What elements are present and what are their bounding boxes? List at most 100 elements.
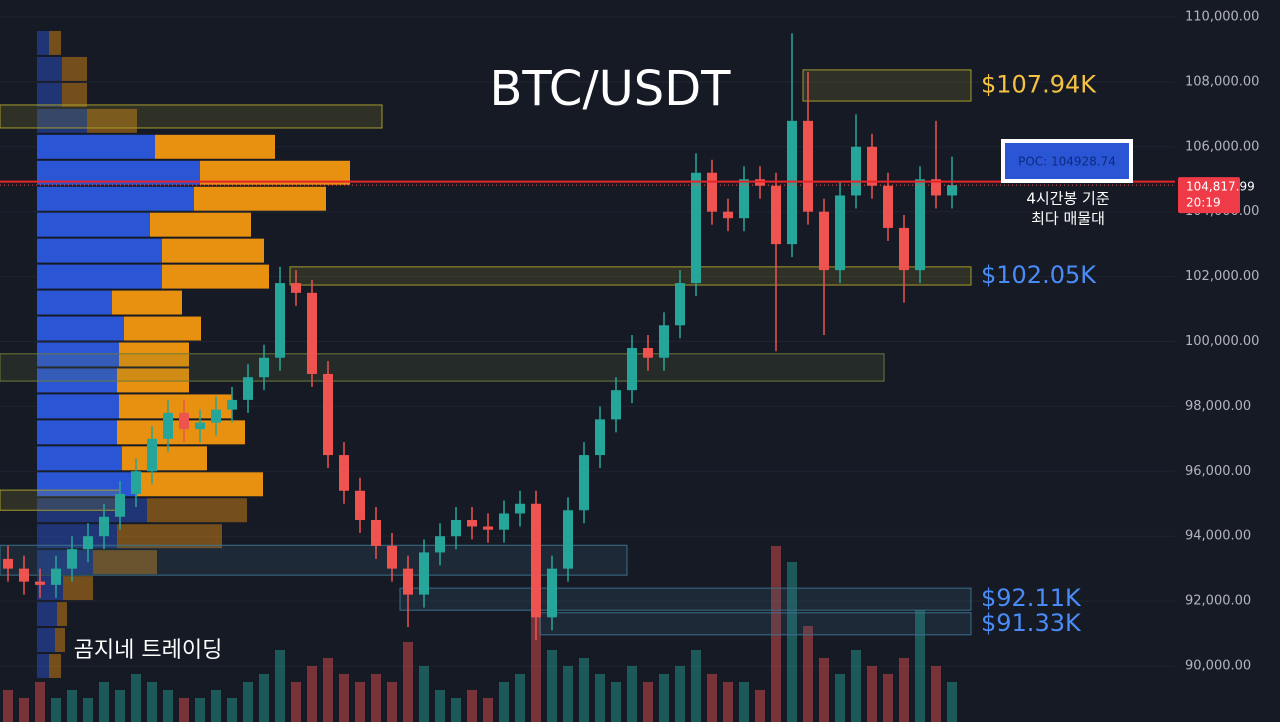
volume-bar	[531, 578, 541, 722]
candle-body	[547, 568, 557, 618]
zone	[0, 353, 885, 382]
profile-sell	[150, 212, 251, 237]
candle-body	[387, 545, 397, 569]
volume-bar	[355, 682, 365, 722]
candle-body	[803, 120, 813, 212]
candle-body	[179, 412, 189, 430]
profile-buy	[37, 160, 200, 185]
candle-body	[867, 146, 877, 186]
volume-bar	[467, 690, 477, 722]
volume-bar	[547, 650, 557, 722]
chart-title: BTC/USDT	[489, 61, 731, 117]
volume-bar	[275, 650, 285, 722]
profile-buy	[37, 212, 150, 237]
profile-buy	[37, 420, 117, 445]
zone	[539, 612, 972, 636]
volume-bar	[707, 674, 717, 722]
profile-sell	[62, 56, 87, 81]
y-tick-label: 96,000.00	[1185, 464, 1251, 479]
candle-body	[915, 179, 925, 271]
y-tick-label: 100,000.00	[1185, 334, 1259, 349]
profile-buy	[37, 134, 155, 159]
profile-sell	[117, 420, 245, 445]
candle-body	[323, 373, 333, 456]
volume-bar	[627, 666, 637, 722]
candle-body	[67, 549, 77, 569]
candle-body	[707, 172, 717, 212]
volume-bar	[83, 698, 93, 722]
candle-body	[355, 490, 365, 520]
candle-body	[227, 399, 237, 410]
profile-buy	[37, 108, 87, 133]
zone	[289, 266, 972, 286]
volume-bar	[387, 682, 397, 722]
candle-body	[339, 455, 349, 491]
volume-bar	[243, 682, 253, 722]
volume-bar	[675, 666, 685, 722]
profile-buy	[37, 186, 194, 211]
volume-bar	[595, 674, 605, 722]
candle-body	[435, 536, 445, 553]
candle-body	[771, 185, 781, 245]
volume-bar	[403, 642, 413, 722]
candle-body	[643, 347, 653, 358]
volume-bar	[947, 682, 957, 722]
profile-sell	[124, 316, 201, 341]
volume-bar	[851, 650, 861, 722]
volume-bar	[723, 682, 733, 722]
profile-sell	[112, 290, 182, 315]
volume-bar	[227, 698, 237, 722]
candle-body	[515, 503, 525, 514]
volume-bar	[371, 674, 381, 722]
poc-label: POC: 104928.74	[1018, 155, 1116, 169]
zone	[802, 69, 972, 102]
candle-body	[835, 195, 845, 271]
profile-buy	[37, 82, 62, 107]
candle-body	[627, 347, 637, 391]
volume-bar	[835, 674, 845, 722]
zone	[399, 587, 972, 611]
volume-bar	[899, 658, 909, 722]
candle-body	[563, 510, 573, 569]
y-tick-label: 98,000.00	[1185, 399, 1251, 414]
profile-buy	[37, 368, 117, 393]
profile-buy	[37, 238, 162, 263]
candle-body	[371, 519, 381, 546]
candle-body	[3, 558, 13, 569]
watermark: 곰지네 트레이딩	[74, 638, 223, 663]
volume-bar	[499, 682, 509, 722]
candle-body	[739, 179, 749, 219]
volume-bar	[451, 698, 461, 722]
profile-sell	[49, 654, 61, 678]
price-tag	[1178, 177, 1240, 214]
candle-body	[883, 185, 893, 228]
profile-buy	[37, 56, 62, 81]
volume-bar	[35, 682, 45, 722]
y-tick-label: 94,000.00	[1185, 529, 1251, 544]
volume-bar	[163, 690, 173, 722]
candle-body	[211, 409, 221, 423]
candle-body	[451, 519, 461, 537]
profile-sell	[87, 108, 137, 133]
profile-sell	[49, 30, 61, 55]
zone	[0, 489, 121, 511]
candle-body	[723, 211, 733, 219]
zone	[0, 104, 383, 129]
candle-body	[579, 455, 589, 511]
candle-body	[163, 412, 173, 439]
volume-bar	[147, 682, 157, 722]
volume-bar	[131, 674, 141, 722]
candle-body	[899, 227, 909, 271]
profile-sell	[162, 264, 269, 289]
candle-body	[195, 422, 205, 430]
profile-buy	[37, 550, 93, 575]
volume-bar	[931, 666, 941, 722]
zone-label: $91.33K	[981, 609, 1082, 637]
profile-buy	[37, 394, 119, 419]
zone-label: $102.05K	[981, 261, 1097, 289]
volume-bar	[515, 674, 525, 722]
volume-bar	[579, 658, 589, 722]
volume-bar	[67, 690, 77, 722]
